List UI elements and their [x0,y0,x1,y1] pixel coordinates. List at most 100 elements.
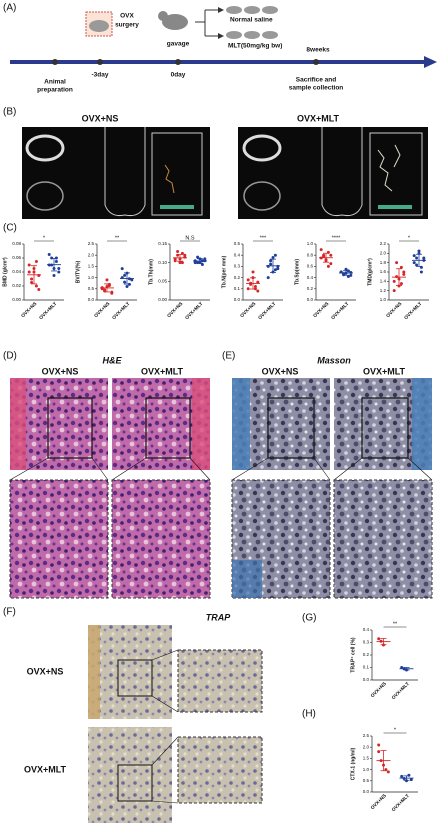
y-tick-label: 0.04 [12,269,21,274]
data-point [319,248,323,252]
zoom-line [9,457,211,481]
data-point [27,270,31,274]
y-tick-label: 0.5 [88,286,95,291]
stain-region [232,560,262,598]
group-label: OVX+NS [42,366,79,376]
data-point [110,290,114,294]
y-tick-label: 1.6 [380,269,387,274]
panel-b: (B) OVX+NS OVX+MLT [3,107,428,219]
x-tick-label: OVX+NS [370,793,389,812]
cortex [192,378,210,470]
stain-label: TRAP [206,612,231,622]
significance-label: * [43,235,46,241]
y-axis-label: TRAP⁺ cell (%) [350,637,356,672]
y-tick-label: 1.5 [88,264,95,269]
data-point [54,260,58,263]
data-point [180,261,184,265]
y-tick-label: 1.2 [380,288,387,293]
significance-label: N.S [185,235,195,241]
y-axis-label: CTX-1 (ng/ml) [350,747,356,780]
panel-label: (C) [3,223,17,234]
data-point [276,267,280,271]
arrow [218,33,224,39]
surgery-text: surgery [115,22,139,29]
group-label: OVX+MLT [141,366,184,376]
data-point [120,267,124,271]
histology-zoom [9,479,109,599]
data-point [125,285,129,289]
histology-zoom [111,479,211,599]
data-point [276,264,280,268]
zoom-box [267,397,315,459]
surgery-text: OVX [120,13,134,20]
data-point [105,278,109,282]
timeline-arrow [424,56,437,68]
y-tick-label: 0.8 [307,252,314,257]
cortex [412,378,432,470]
y-tick-label: 0.5 [363,778,370,783]
data-point [57,267,61,270]
panel-f: (F) TRAP OVX+NS OVX+MLT [3,607,263,823]
y-tick-label: 0.4 [234,252,241,257]
data-point [57,270,61,274]
y-tick-label: 1.0 [307,241,314,246]
stain-label: Masson [317,355,351,365]
y-tick-label: 0.05 [158,279,167,284]
y-tick-label: 0.00 [158,297,167,302]
timepoint: 0day [171,72,186,79]
y-tick-label: 2.0 [380,251,387,256]
data-point [402,272,406,276]
data-point [193,261,197,265]
panel-e: (E) Masson OVX+NS OVX+MLT [222,351,433,599]
y-tick-label: 0.3 [234,264,241,269]
mouse-group [226,6,278,39]
data-point [377,637,381,641]
histology-image [88,727,172,823]
x-tick-label: OVX+MLT [391,681,411,701]
y-tick-label: 0.08 [12,241,21,246]
y-tick-label: 2.5 [88,241,95,246]
y-tick-label: 0.2 [363,652,370,657]
data-point [103,288,107,292]
timepoint: -3day [92,72,109,79]
zoom-line [151,649,179,804]
data-point [400,774,404,778]
x-tick-label: OVX+NS [93,301,112,320]
data-point [273,268,277,272]
y-tick-label: 0.06 [12,255,21,260]
data-point [269,262,273,266]
significance-label: ** [115,235,120,241]
significance-label: * [394,727,397,733]
data-point [415,263,419,267]
data-point [329,253,333,257]
micro-ct-image [238,127,428,219]
data-point [377,743,381,747]
data-point [253,285,257,289]
y-tick-label: 0.2 [307,286,314,291]
data-point [344,267,348,271]
data-point [266,264,270,268]
micro-ct-image [22,127,210,219]
data-point [47,253,51,256]
data-point [409,778,413,782]
data-point [412,254,416,258]
x-tick-label: OVX+NS [20,301,39,320]
y-axis-label: TMD(g/cm³) [367,258,373,286]
panel-label: (G) [302,613,316,624]
data-point [412,261,416,265]
panel-label: (D) [3,351,17,362]
data-point [326,264,330,268]
y-tick-label: 0.0 [363,677,370,682]
y-tick-label: 0.2 [234,275,241,280]
data-point [271,255,275,259]
data-point [200,263,204,267]
data-point [251,270,255,274]
gavage-text: gavage [167,41,190,48]
timeline-dots [52,59,319,65]
end-text: sample collection [289,85,344,92]
cortex [232,378,250,470]
y-tick-label: 1.0 [363,767,370,772]
data-point [399,265,403,269]
data-point [37,288,41,291]
data-point [415,256,419,260]
